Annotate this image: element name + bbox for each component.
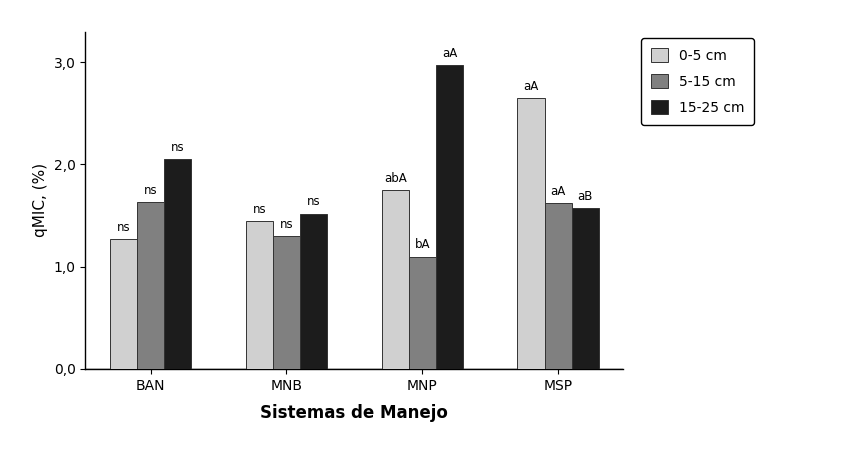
Text: ns: ns — [143, 184, 157, 197]
Bar — [110, 239, 136, 369]
Bar — [273, 236, 299, 369]
Bar — [136, 202, 164, 369]
Text: ns: ns — [279, 218, 293, 231]
Y-axis label: qMIC, (%): qMIC, (%) — [33, 163, 48, 237]
Text: ns: ns — [117, 221, 131, 234]
Text: aA: aA — [441, 47, 456, 60]
Text: abA: abA — [383, 172, 406, 185]
X-axis label: Sistemas de Manejo: Sistemas de Manejo — [260, 404, 448, 422]
Text: aA: aA — [550, 185, 566, 198]
Text: ns: ns — [306, 195, 320, 208]
Text: aB: aB — [577, 190, 592, 203]
Text: ns: ns — [171, 141, 184, 154]
Bar — [164, 159, 191, 369]
Bar — [517, 98, 544, 369]
Bar — [572, 208, 598, 369]
Bar — [409, 256, 435, 369]
Legend: 0-5 cm, 5-15 cm, 15-25 cm: 0-5 cm, 5-15 cm, 15-25 cm — [641, 38, 753, 125]
Bar — [299, 214, 327, 369]
Text: ns: ns — [252, 202, 266, 216]
Bar — [246, 220, 273, 369]
Text: aA: aA — [523, 80, 538, 93]
Bar — [544, 203, 572, 369]
Bar — [435, 65, 462, 369]
Text: bA: bA — [414, 238, 430, 252]
Bar — [381, 190, 409, 369]
